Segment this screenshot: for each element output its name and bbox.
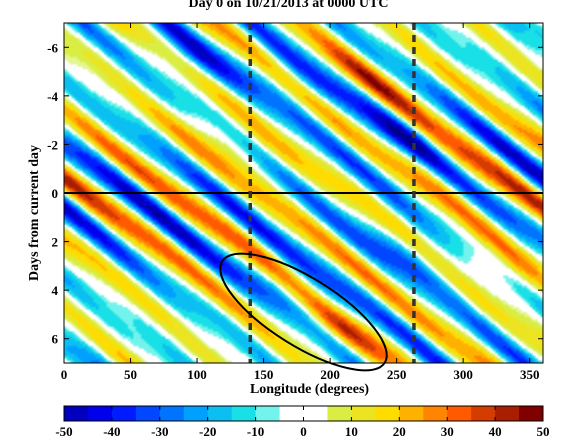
y-tick-label: -4 [47,89,58,104]
colorbar-segment [327,406,352,421]
colorbar-segment [255,406,281,421]
y-tick-label: 4 [52,283,59,298]
y-tick-label: 0 [52,186,59,201]
x-tick-label: 300 [453,367,473,382]
colorbar-tick-label: 40 [489,424,502,438]
colorbar-tick-label: 0 [300,424,307,438]
colorbar-segment [399,406,424,421]
x-tick-label: 150 [254,367,274,382]
colorbar-segment [87,406,113,421]
y-tick-label: -6 [47,40,58,55]
y-axis-label: Days from current day [27,145,42,281]
colorbar-segment [519,406,544,421]
colorbar-segment [495,406,520,421]
colorbar-segment [303,406,328,421]
y-tick-label: -2 [47,137,58,152]
y-tick-label: 6 [52,332,59,347]
colorbar-segment [375,406,400,421]
colorbar-tick-label: 50 [537,424,550,438]
colorbar-segment [159,406,185,421]
colorbar-tick-label: -40 [103,424,120,438]
x-tick-label: 250 [387,367,407,382]
y-tick-label: 2 [52,235,59,250]
colorbar-segment [471,406,496,421]
colorbar-segment [111,406,137,421]
colorbar-segment [64,406,89,421]
x-axis-label: Longitude (degrees) [250,382,369,397]
colorbar-tick-label: -20 [199,424,216,438]
colorbar-tick-label: -10 [247,424,264,438]
x-tick-label: 100 [187,367,207,382]
colorbar-segment [423,406,448,421]
colorbar-tick-label: 30 [441,424,454,438]
x-tick-label: 350 [520,367,540,382]
colorbar-tick-label: 10 [345,424,358,438]
colorbar-segment [351,406,376,421]
colorbar-tick-label: -50 [55,424,72,438]
colorbar-segment [207,406,233,421]
x-tick-label: 0 [61,367,68,382]
colorbar-segment [231,406,257,421]
chart-title: Day 0 on 10/21/2013 at 0000 UTC [188,0,389,11]
colorbar-segment [183,406,209,421]
x-tick-label: 200 [320,367,340,382]
colorbar-segment [135,406,161,421]
colorbar-segment [279,406,304,421]
colorbar-segment [447,406,472,421]
x-tick-label: 50 [124,367,137,382]
colorbar-tick-label: 20 [393,424,406,438]
colorbar-tick-label: -30 [151,424,168,438]
